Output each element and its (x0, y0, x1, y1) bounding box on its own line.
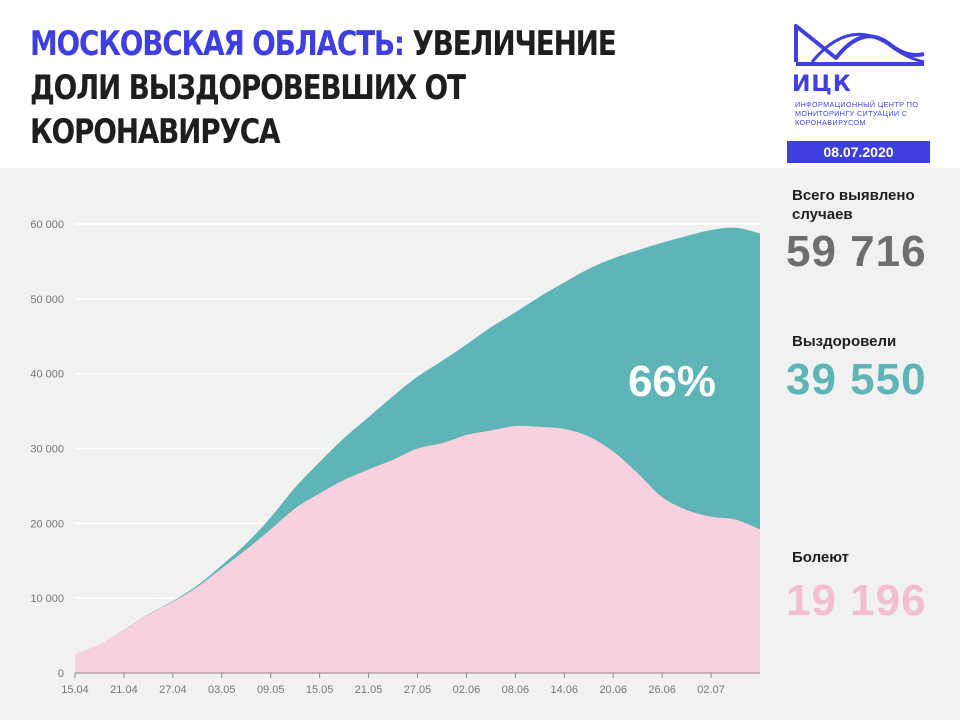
header: МОСКОВСКАЯ ОБЛАСТЬ: УВЕЛИЧЕНИЕ ДОЛИ ВЫЗД… (0, 0, 960, 168)
y-tick-label: 50 000 (30, 294, 64, 306)
total-cases-value: 59 716 (786, 227, 927, 276)
y-tick-label: 20 000 (30, 518, 64, 530)
x-tick-label: 20.06 (599, 684, 627, 696)
x-tick-label: 15.04 (61, 684, 89, 696)
x-tick-label: 27.04 (159, 684, 187, 696)
x-tick-label: 02.06 (453, 684, 481, 696)
x-tick-label: 15.05 (306, 684, 334, 696)
sick-label: Болеют (792, 549, 850, 566)
x-tick-label: 03.05 (208, 684, 236, 696)
y-tick-label: 0 (58, 668, 64, 680)
recovered-label: Выздоровели (792, 333, 897, 350)
x-tick-label: 02.07 (697, 684, 725, 696)
x-tick-label: 14.06 (551, 684, 579, 696)
recovered-value: 39 550 (786, 355, 927, 404)
title-region: МОСКОВСКАЯ ОБЛАСТЬ: (30, 24, 405, 64)
x-tick-label: 21.04 (110, 684, 138, 696)
y-tick-label: 60 000 (30, 219, 64, 231)
area-chart: 0 10 000 20 000 30 000 40 000 50 000 60 000 15.… (30, 219, 760, 696)
date-badge: 08.07.2020 (787, 141, 930, 163)
sick-value: 19 196 (786, 576, 927, 625)
y-tick-label: 10 000 (30, 593, 64, 605)
y-tick-label: 40 000 (30, 369, 64, 381)
page-title: МОСКОВСКАЯ ОБЛАСТЬ: УВЕЛИЧЕНИЕ ДОЛИ ВЫЗД… (30, 22, 620, 154)
x-tick-label: 27.05 (404, 684, 432, 696)
y-tick-label: 30 000 (30, 444, 64, 456)
title-text: УВЕЛИЧЕНИЕ ДОЛИ ВЫЗДОРОВЕВШИХ ОТ КОРОНАВ… (30, 24, 617, 152)
logo-subtitle: ИНФОРМАЦИОННЫЙ ЦЕНТР ПО МОНИТОРИНГУ СИТУ… (795, 100, 919, 127)
x-tick-label: 26.06 (648, 684, 676, 696)
x-tick-label: 08.06 (502, 684, 530, 696)
logo-text: ИЦК (792, 72, 852, 97)
logo-wave-icon (794, 24, 925, 66)
recovered-share-label: 66% (628, 357, 716, 406)
x-tick-label: 21.05 (355, 684, 383, 696)
total-cases-label: Всего выявлено случаев (792, 187, 915, 223)
x-tick-label: 09.05 (257, 684, 285, 696)
series-sick-area (75, 425, 760, 673)
